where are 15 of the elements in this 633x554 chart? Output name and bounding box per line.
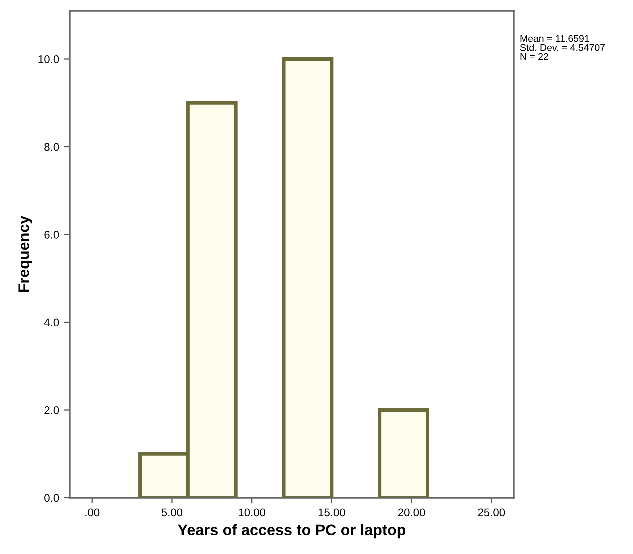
x-tick-label: 10.00: [239, 508, 266, 517]
x-tick-label: 20.00: [398, 508, 426, 517]
y-tick-label: 4.0: [44, 318, 60, 327]
y-tick-label: 10.0: [38, 56, 60, 64]
y-tick-label: 6.0: [44, 231, 60, 239]
x-tick-label: 5.00: [162, 508, 183, 517]
x-axis-title: Years of access to PC or laptop: [178, 524, 406, 539]
y-axis-title: Frequency: [18, 216, 32, 292]
y-tick-label: 0.0: [44, 494, 60, 502]
text: Mean = 11.6591 Std. Dev. = 4.54707 N = 22: [520, 35, 606, 60]
x-tick-label: 15.00: [318, 508, 346, 517]
y-tick-label: 8.0: [44, 143, 60, 152]
x-tick-label: 25.00: [478, 508, 506, 517]
x-tick-label: .00: [86, 508, 100, 517]
y-tick-label: 2.0: [44, 406, 60, 414]
